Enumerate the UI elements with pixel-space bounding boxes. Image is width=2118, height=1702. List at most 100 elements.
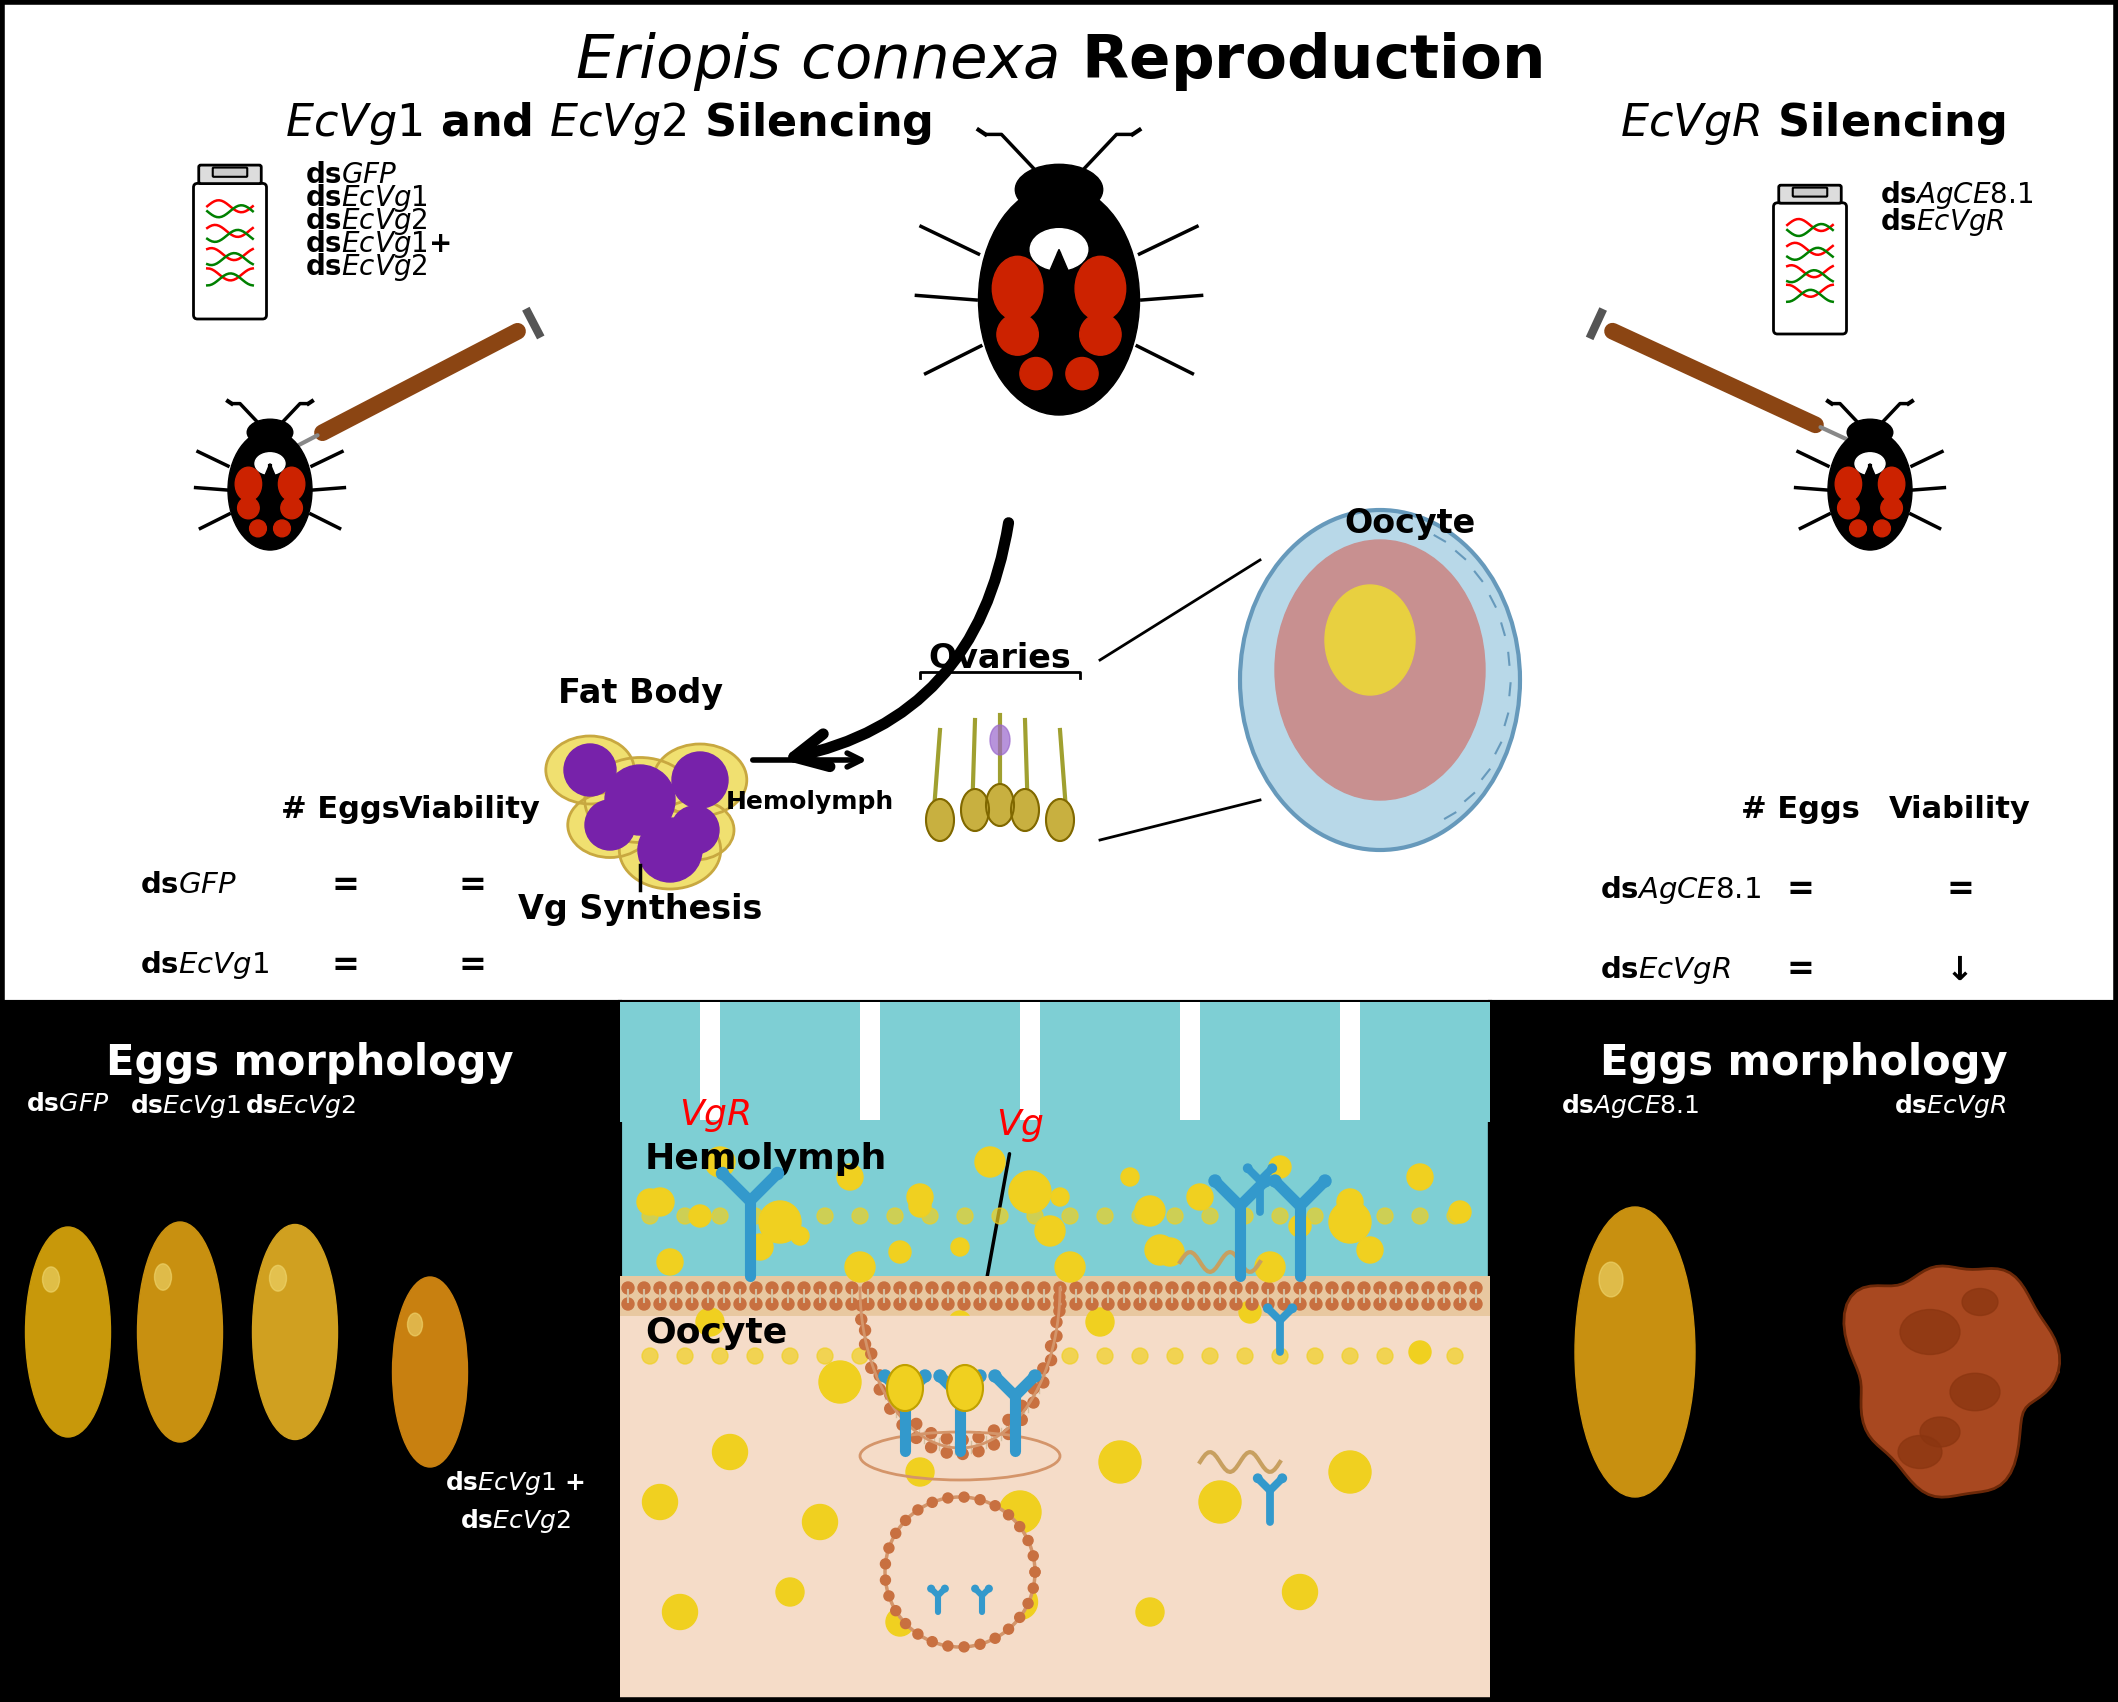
Circle shape — [1375, 1282, 1385, 1294]
Ellipse shape — [254, 453, 286, 475]
Circle shape — [1413, 1208, 1428, 1224]
Circle shape — [1262, 1299, 1275, 1311]
Circle shape — [1273, 1348, 1288, 1363]
Bar — [621, 1295, 1489, 1702]
Circle shape — [663, 1595, 697, 1629]
FancyBboxPatch shape — [199, 165, 261, 184]
Text: ds$\it{EcVg2}$: ds$\it{EcVg2}$ — [305, 204, 428, 237]
Circle shape — [913, 1629, 923, 1639]
Ellipse shape — [273, 521, 290, 536]
Circle shape — [1046, 1341, 1057, 1351]
Circle shape — [1023, 1598, 1034, 1608]
Ellipse shape — [1239, 511, 1521, 849]
Ellipse shape — [1855, 453, 1885, 475]
Circle shape — [1377, 1208, 1394, 1224]
Circle shape — [758, 1202, 801, 1242]
Circle shape — [697, 1309, 724, 1336]
Text: ds$\it{EcVgR}$: ds$\it{EcVgR}$ — [1893, 1093, 2006, 1120]
Text: =: = — [1946, 873, 1974, 907]
Circle shape — [1023, 1299, 1034, 1311]
Circle shape — [1182, 1282, 1195, 1294]
Circle shape — [943, 1299, 953, 1311]
Circle shape — [926, 1282, 938, 1294]
Ellipse shape — [546, 735, 633, 803]
Circle shape — [1061, 1348, 1078, 1363]
Circle shape — [900, 1619, 911, 1629]
Circle shape — [911, 1418, 921, 1430]
Circle shape — [1269, 1164, 1277, 1173]
Circle shape — [1087, 1299, 1097, 1311]
Ellipse shape — [1010, 790, 1040, 831]
Circle shape — [1273, 1208, 1288, 1224]
Polygon shape — [263, 463, 277, 480]
Circle shape — [1320, 1174, 1330, 1186]
Circle shape — [782, 1282, 794, 1294]
Bar — [1180, 1002, 1201, 1120]
Circle shape — [1406, 1299, 1417, 1311]
Circle shape — [1004, 1510, 1015, 1520]
Ellipse shape — [248, 419, 292, 446]
Circle shape — [1097, 1208, 1112, 1224]
Circle shape — [1277, 1299, 1290, 1311]
Circle shape — [1307, 1208, 1324, 1224]
Circle shape — [712, 1208, 729, 1224]
Circle shape — [1027, 1551, 1038, 1561]
Circle shape — [1029, 1370, 1042, 1382]
Text: =: = — [1785, 953, 1813, 987]
Circle shape — [1358, 1299, 1370, 1311]
Ellipse shape — [979, 186, 1139, 415]
Circle shape — [771, 1203, 790, 1220]
Circle shape — [907, 1185, 934, 1210]
Ellipse shape — [1838, 497, 1860, 519]
Ellipse shape — [25, 1227, 110, 1436]
Circle shape — [1237, 1348, 1254, 1363]
Circle shape — [1311, 1282, 1322, 1294]
Circle shape — [885, 1402, 896, 1414]
Circle shape — [671, 752, 729, 808]
Text: $\it{Vg}$: $\it{Vg}$ — [995, 1108, 1044, 1144]
Circle shape — [1070, 1299, 1082, 1311]
Ellipse shape — [568, 793, 652, 858]
Circle shape — [813, 1282, 826, 1294]
Circle shape — [1027, 1583, 1038, 1593]
Circle shape — [712, 1348, 729, 1363]
Circle shape — [885, 1498, 1036, 1648]
Circle shape — [1377, 1348, 1394, 1363]
Circle shape — [856, 1300, 866, 1311]
Circle shape — [1027, 1208, 1042, 1224]
Ellipse shape — [282, 497, 303, 519]
Circle shape — [837, 1164, 862, 1190]
Circle shape — [1209, 1174, 1220, 1186]
Circle shape — [1245, 1299, 1258, 1311]
Circle shape — [1199, 1282, 1209, 1294]
Bar — [701, 1002, 720, 1120]
Ellipse shape — [1898, 1435, 1942, 1469]
Circle shape — [716, 1168, 729, 1179]
Circle shape — [928, 1498, 938, 1508]
Circle shape — [1343, 1299, 1353, 1311]
Circle shape — [919, 1370, 932, 1382]
Ellipse shape — [1881, 497, 1902, 519]
Circle shape — [1421, 1282, 1434, 1294]
Circle shape — [890, 1241, 911, 1263]
Ellipse shape — [1046, 798, 1074, 841]
Circle shape — [1231, 1299, 1241, 1311]
Circle shape — [862, 1299, 875, 1311]
Circle shape — [705, 1147, 735, 1178]
Circle shape — [735, 1282, 746, 1294]
Text: ds$\it{EcVg2}$: ds$\it{EcVg2}$ — [244, 1093, 356, 1120]
Ellipse shape — [1029, 228, 1089, 271]
Circle shape — [957, 1435, 968, 1445]
Circle shape — [1470, 1299, 1483, 1311]
Circle shape — [1284, 1574, 1317, 1610]
Circle shape — [585, 800, 635, 849]
Circle shape — [1015, 1612, 1025, 1622]
Circle shape — [1006, 1299, 1019, 1311]
Text: ds$\it{EcVg2}$: ds$\it{EcVg2}$ — [305, 250, 428, 283]
Circle shape — [1055, 1305, 1065, 1317]
Text: Vg Synthesis: Vg Synthesis — [517, 894, 762, 926]
Circle shape — [606, 764, 676, 836]
Ellipse shape — [252, 1224, 337, 1440]
Circle shape — [1239, 1300, 1260, 1322]
Circle shape — [1004, 1428, 1015, 1440]
